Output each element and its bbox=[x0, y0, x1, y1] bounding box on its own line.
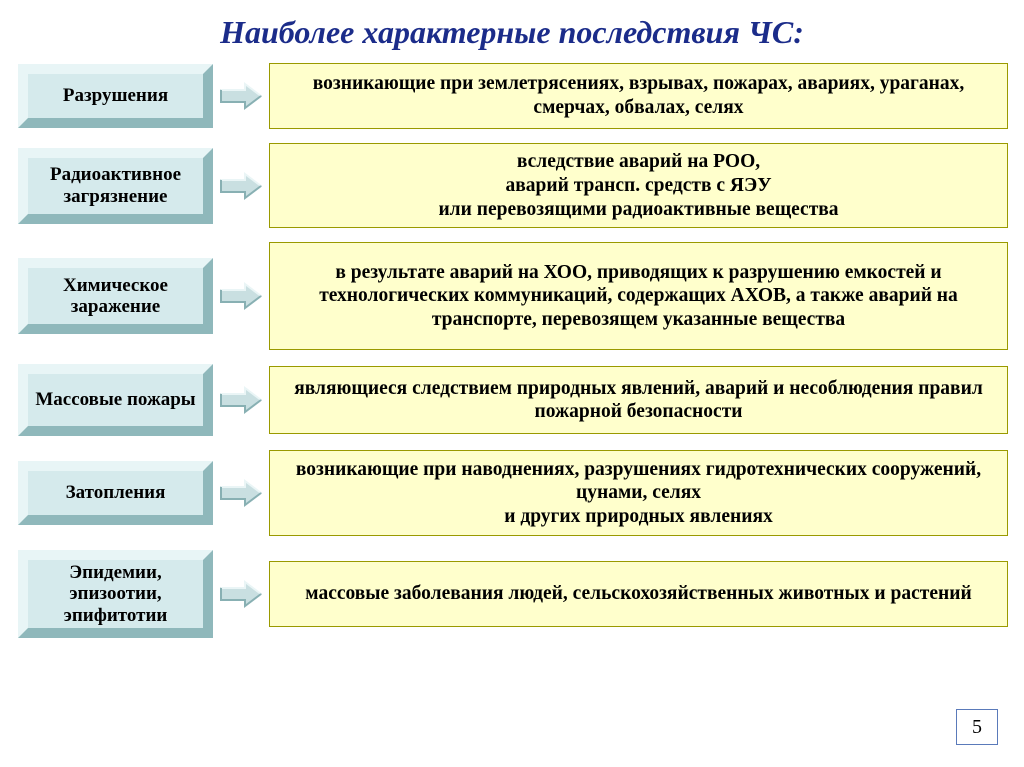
description-box: являющиеся следствием природных явлений,… bbox=[269, 366, 1008, 434]
arrow-icon bbox=[213, 282, 269, 310]
arrow-icon bbox=[213, 386, 269, 414]
rows-container: Разрушения возникающие при землетрясениях… bbox=[0, 61, 1024, 638]
arrow-icon bbox=[213, 479, 269, 507]
diagram-row: Массовые пожары являющиеся следствием при… bbox=[18, 364, 1008, 436]
description-box: в результате аварий на ХОО, приводящих к… bbox=[269, 242, 1008, 350]
category-box: Химическое заражение bbox=[18, 258, 213, 334]
description-box: возникающие при наводнениях, разрушениях… bbox=[269, 450, 1008, 536]
category-box: Эпидемии, эпизоотии, эпифитотии bbox=[18, 550, 213, 638]
diagram-row: Радиоактивное загрязнение вследствие авар… bbox=[18, 143, 1008, 228]
arrow-icon bbox=[213, 580, 269, 608]
description-box: массовые заболевания людей, сельскохозяй… bbox=[269, 561, 1008, 627]
arrow-icon bbox=[213, 82, 269, 110]
description-box: вследствие аварий на РОО,аварий трансп. … bbox=[269, 143, 1008, 228]
diagram-row: Разрушения возникающие при землетрясениях… bbox=[18, 63, 1008, 129]
category-box: Радиоактивное загрязнение bbox=[18, 148, 213, 224]
arrow-icon bbox=[213, 172, 269, 200]
category-box: Массовые пожары bbox=[18, 364, 213, 436]
page-number: 5 bbox=[956, 709, 998, 745]
diagram-row: Эпидемии, эпизоотии, эпифитотии массовые … bbox=[18, 550, 1008, 638]
diagram-row: Химическое заражение в результате аварий … bbox=[18, 242, 1008, 350]
diagram-row: Затопления возникающие при наводнениях, р… bbox=[18, 450, 1008, 536]
category-box: Разрушения bbox=[18, 64, 213, 128]
page-title: Наиболее характерные последствия ЧС: bbox=[0, 0, 1024, 61]
category-box: Затопления bbox=[18, 461, 213, 525]
description-box: возникающие при землетрясениях, взрывах,… bbox=[269, 63, 1008, 129]
